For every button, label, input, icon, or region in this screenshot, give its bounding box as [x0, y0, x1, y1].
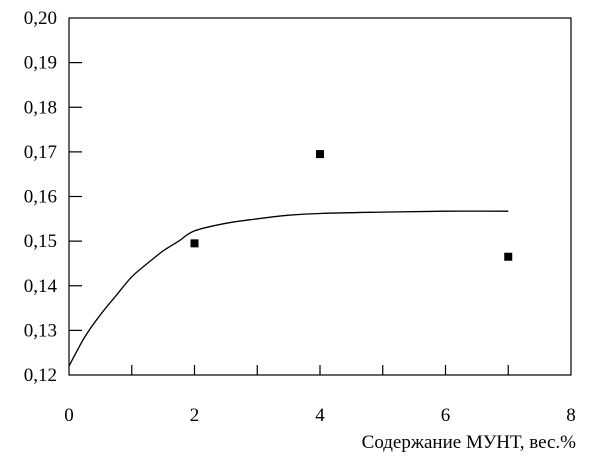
x-tick-label: 4 [315, 405, 325, 426]
y-tick-label: 0,15 [24, 231, 57, 252]
fit-curve [68, 210, 509, 367]
y-axis-tick-labels: 0,12 0,13 0,14 0,15 0,16 0,17 0,18 0,19 0,20 [24, 8, 58, 386]
y-tick-label: 0,16 [24, 187, 57, 208]
y-tick-label: 0,19 [24, 53, 57, 74]
x-axis-title: Содержание МУНТ, вес.% [362, 432, 577, 453]
data-point-marker [190, 239, 199, 248]
y-tick-label: 0,17 [24, 142, 57, 163]
data-point-marker [316, 150, 324, 159]
x-tick-label: 2 [190, 405, 200, 426]
y-tick-label: 0,13 [24, 320, 57, 341]
y-tick-label: 0,20 [24, 8, 57, 29]
x-tick-label: 6 [441, 405, 451, 426]
data-points [190, 150, 513, 261]
y-tick-label: 0,14 [24, 276, 58, 297]
plot-area [68, 17, 572, 376]
x-tick-label: 8 [566, 405, 576, 426]
x-axis-ticks [131, 365, 509, 375]
y-axis-ticks [69, 62, 82, 331]
x-tick-label: 0 [64, 405, 74, 426]
y-tick-label: 0,12 [24, 365, 57, 386]
data-point-marker [504, 252, 513, 261]
y-tick-label: 0,18 [24, 97, 57, 118]
x-axis-tick-labels: 0 2 4 6 8 [64, 405, 576, 426]
